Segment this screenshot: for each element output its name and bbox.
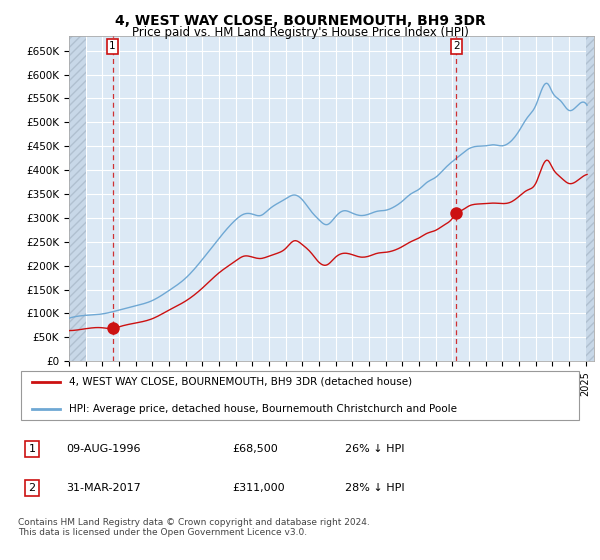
Text: Price paid vs. HM Land Registry's House Price Index (HPI): Price paid vs. HM Land Registry's House … <box>131 26 469 39</box>
Text: 4, WEST WAY CLOSE, BOURNEMOUTH, BH9 3DR: 4, WEST WAY CLOSE, BOURNEMOUTH, BH9 3DR <box>115 14 485 28</box>
Text: 09-AUG-1996: 09-AUG-1996 <box>66 444 140 454</box>
Text: HPI: Average price, detached house, Bournemouth Christchurch and Poole: HPI: Average price, detached house, Bour… <box>69 404 457 414</box>
Text: £311,000: £311,000 <box>232 483 285 493</box>
FancyBboxPatch shape <box>21 371 579 420</box>
Text: 4, WEST WAY CLOSE, BOURNEMOUTH, BH9 3DR (detached house): 4, WEST WAY CLOSE, BOURNEMOUTH, BH9 3DR … <box>69 377 412 386</box>
Text: 1: 1 <box>29 444 35 454</box>
Text: 2: 2 <box>453 41 460 52</box>
Text: 1: 1 <box>109 41 116 52</box>
Text: 2: 2 <box>29 483 35 493</box>
Text: 28% ↓ HPI: 28% ↓ HPI <box>345 483 405 493</box>
Text: 31-MAR-2017: 31-MAR-2017 <box>66 483 140 493</box>
Text: £68,500: £68,500 <box>232 444 278 454</box>
Text: Contains HM Land Registry data © Crown copyright and database right 2024.
This d: Contains HM Land Registry data © Crown c… <box>18 518 370 538</box>
Text: 26% ↓ HPI: 26% ↓ HPI <box>345 444 404 454</box>
